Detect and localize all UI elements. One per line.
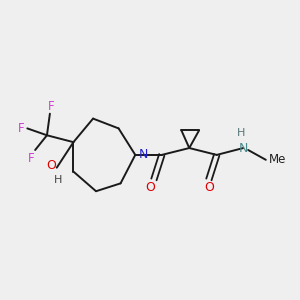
Text: F: F <box>48 100 54 113</box>
Text: O: O <box>46 159 56 172</box>
Text: F: F <box>18 122 24 135</box>
Text: N: N <box>139 148 148 161</box>
Text: H: H <box>237 128 245 138</box>
Text: N: N <box>238 142 248 154</box>
Text: H: H <box>54 175 62 184</box>
Text: O: O <box>145 182 155 194</box>
Text: Me: Me <box>269 153 286 166</box>
Text: O: O <box>204 182 214 194</box>
Text: F: F <box>28 152 34 165</box>
